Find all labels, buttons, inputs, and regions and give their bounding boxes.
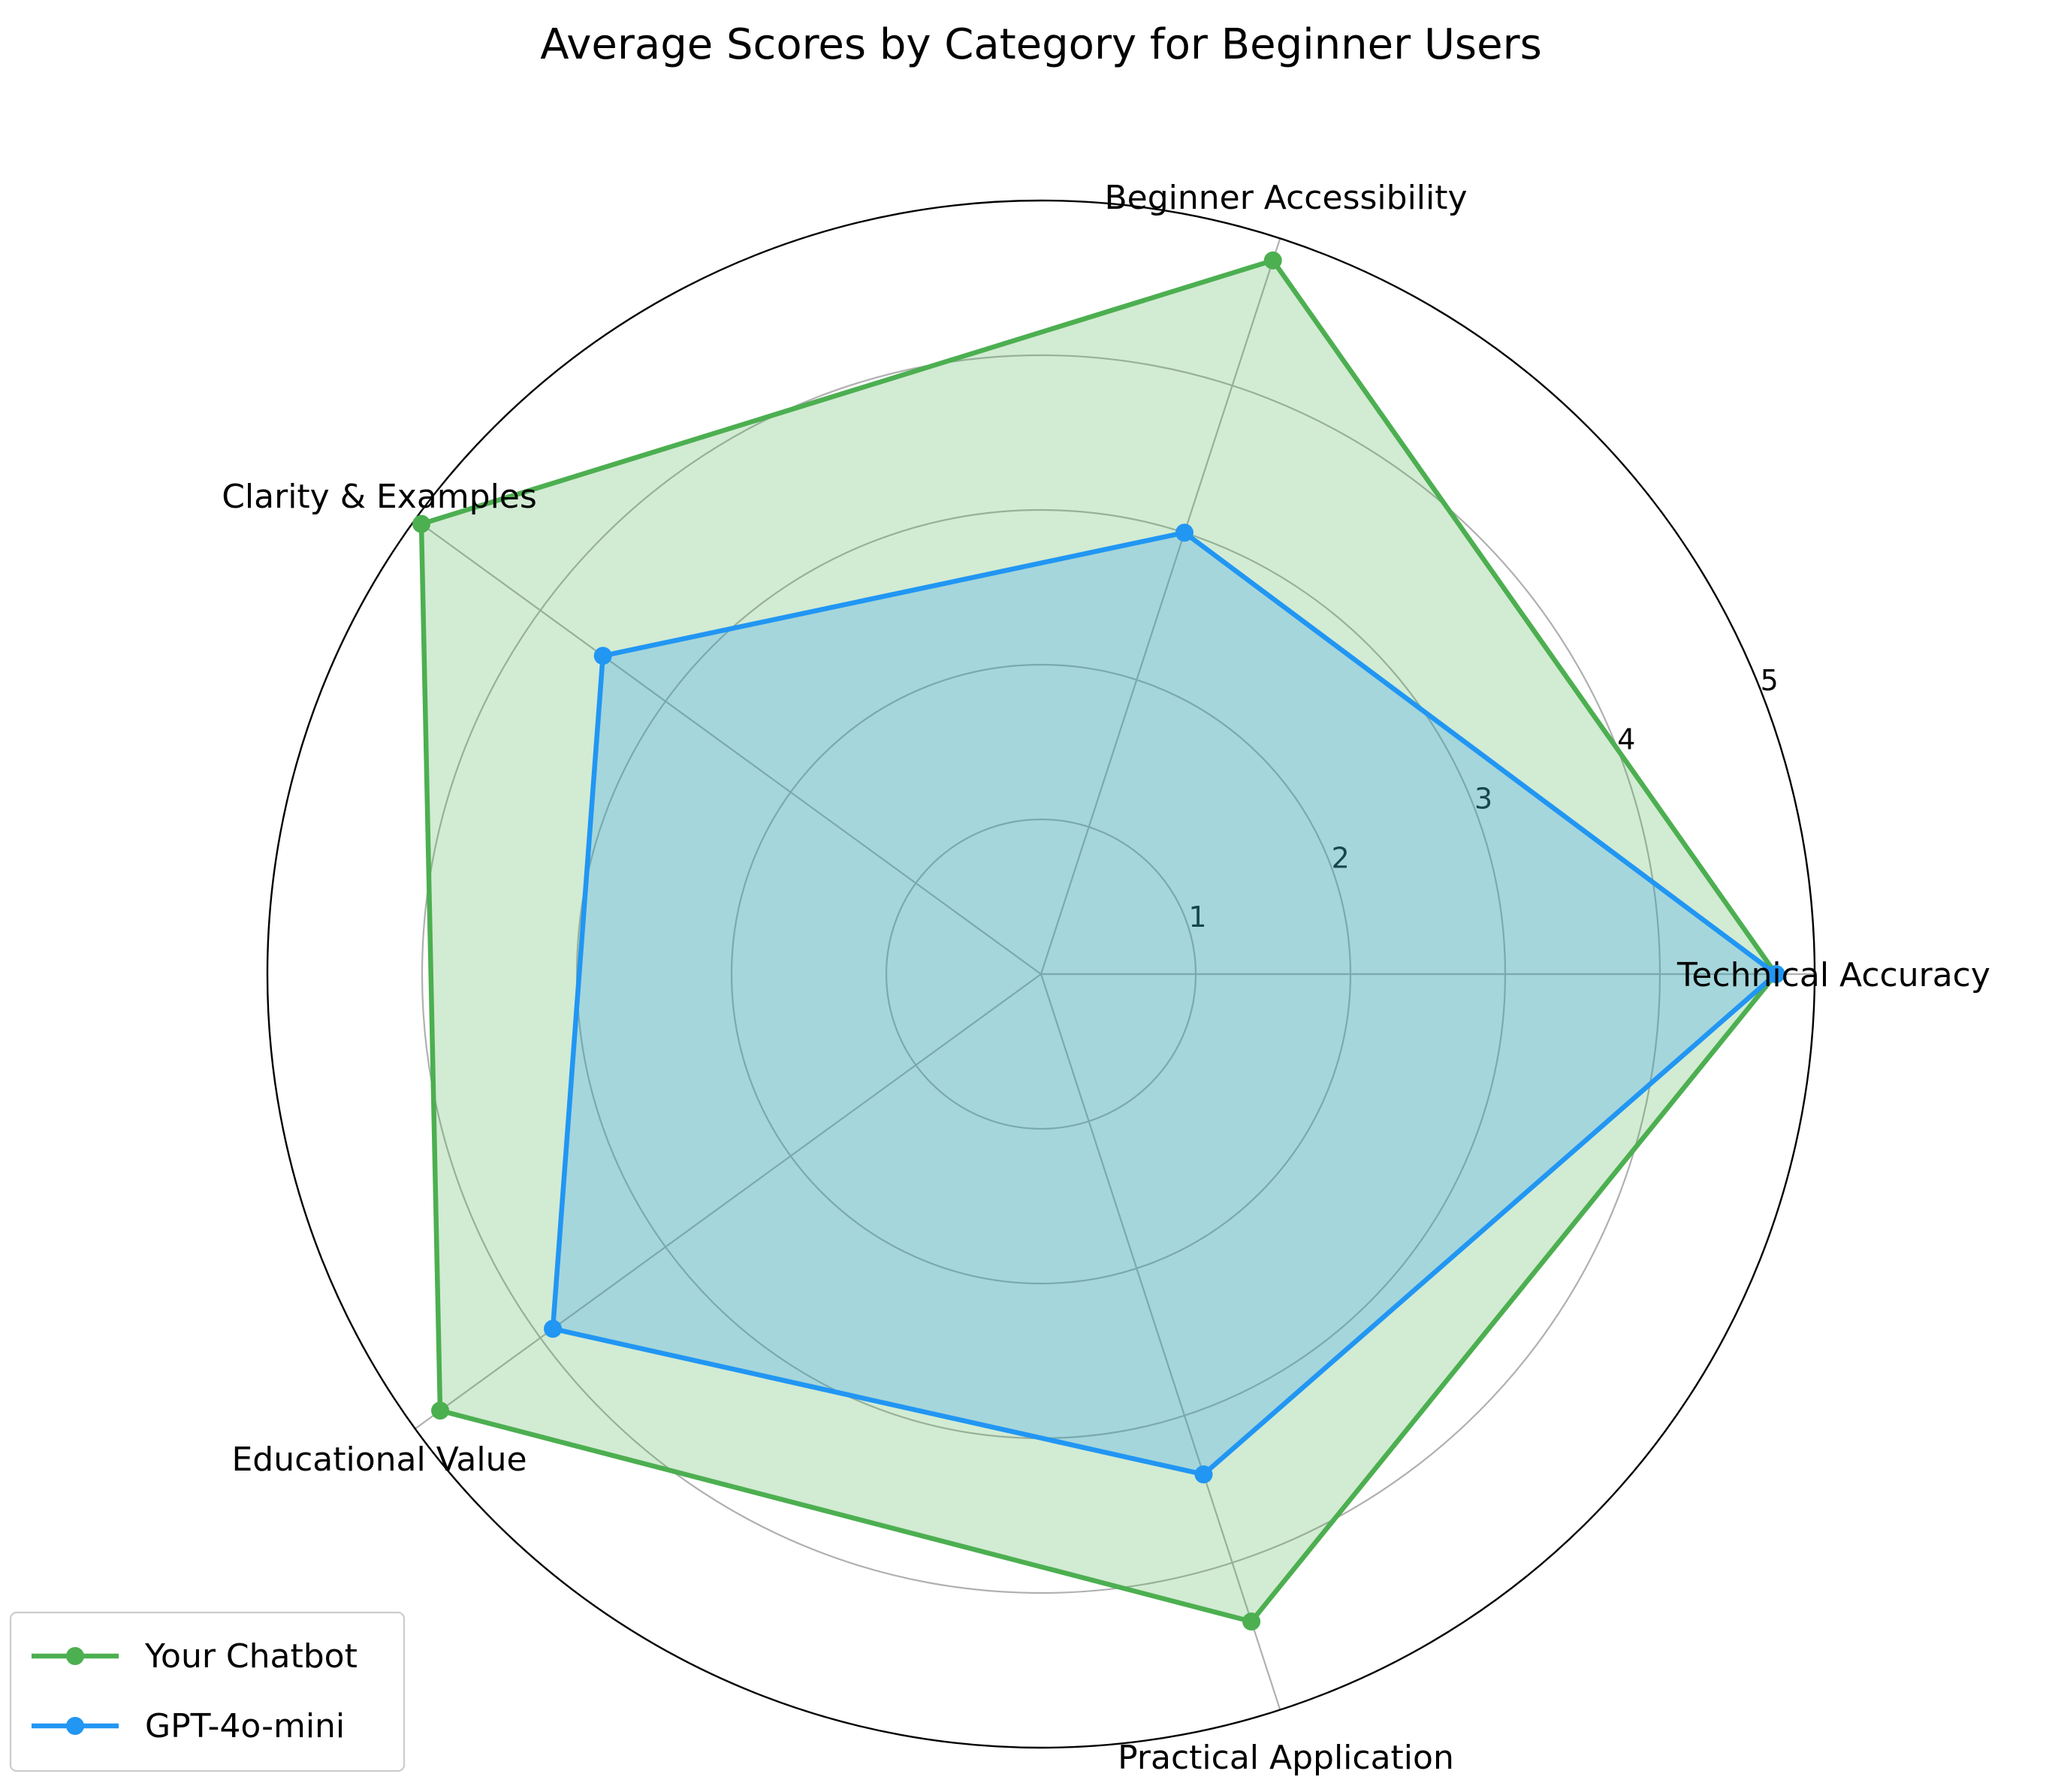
category-label-4: Practical Application — [1118, 1739, 1454, 1777]
spoke-1 — [1040, 238, 1281, 975]
legend-box — [9, 1611, 406, 1772]
radial-tick-label: 3 — [1474, 783, 1492, 816]
radial-tick-label: 5 — [1761, 664, 1779, 697]
series-point-0-4 — [1242, 1612, 1261, 1631]
spoke-4 — [1040, 973, 1281, 1710]
label-layer: Technical Accuracy Beginner Accessibility… — [222, 179, 1990, 1777]
legend-swatch-marker-1 — [66, 1717, 84, 1735]
spoke-3 — [415, 973, 1042, 1430]
category-label-0: Technical Accuracy — [1676, 956, 1990, 994]
series-point-1-2 — [593, 647, 612, 665]
series-point-1-3 — [544, 1320, 563, 1338]
category-label-3: Educational Value — [231, 1441, 527, 1479]
series-point-1-4 — [1194, 1465, 1213, 1484]
series-point-1-0 — [1767, 965, 1785, 983]
series-point-0-2 — [412, 514, 431, 533]
series-fill-1 — [553, 532, 1776, 1475]
category-label-1: Beginner Accessibility — [1104, 179, 1467, 217]
legend-label-0: Your Chatbot — [144, 1637, 358, 1676]
legend-label-1: GPT-4o-mini — [145, 1707, 345, 1745]
series-layer — [412, 251, 1785, 1631]
legend-swatch-marker-0 — [66, 1647, 84, 1665]
radial-tick-label: 2 — [1332, 841, 1350, 874]
series-line-0 — [418, 258, 1779, 1625]
series-line-1 — [550, 529, 1779, 1477]
series-fill-0 — [421, 260, 1776, 1622]
series-point-1-1 — [1175, 523, 1193, 542]
legend: Your Chatbot GPT-4o-mini — [9, 1611, 406, 1772]
chart-title: Average Scores by Category for Beginner … — [540, 20, 1542, 69]
series-point-0-3 — [431, 1401, 450, 1420]
category-label-2: Clarity & Examples — [222, 478, 537, 516]
polar-frame — [266, 199, 1816, 1749]
series-point-0-1 — [1263, 251, 1282, 270]
radial-tick-label: 1 — [1188, 901, 1206, 934]
spoke-2 — [415, 518, 1042, 975]
